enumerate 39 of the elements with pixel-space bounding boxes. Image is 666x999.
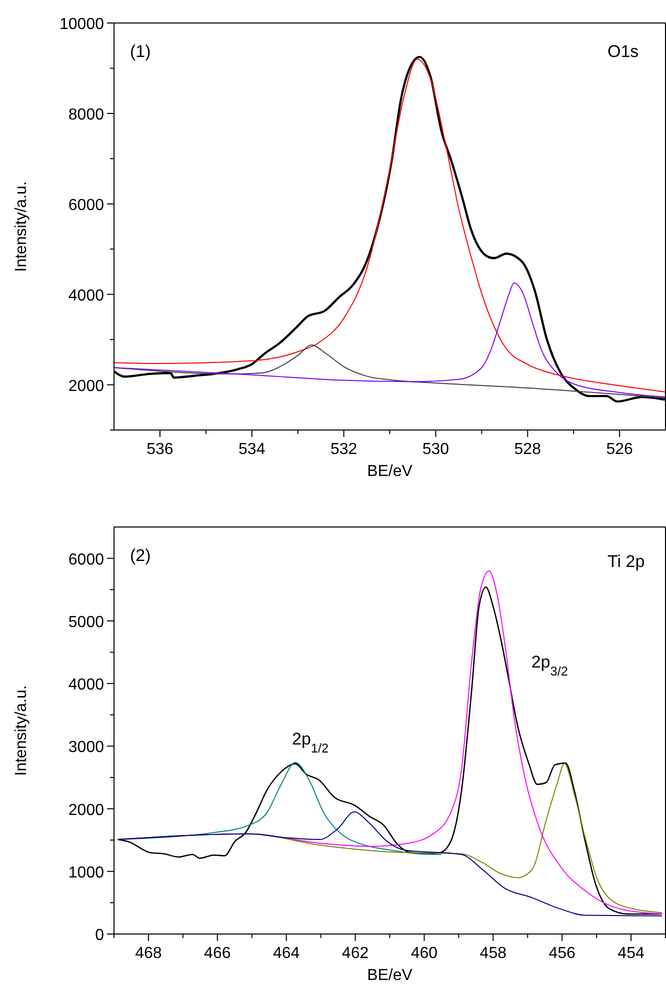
annotation: O1s: [608, 42, 639, 61]
y-tick-label: 5000: [68, 614, 104, 631]
annotation: 2p$_{3/2}$: [531, 652, 568, 678]
y-tick-label: 10000: [60, 16, 104, 33]
x-tick-label: 460: [410, 945, 438, 962]
y-tick-label: 6000: [68, 196, 104, 214]
annotation: (1): [130, 42, 151, 61]
x-tick-label: 466: [204, 945, 231, 962]
y-tick-label: 6000: [68, 551, 104, 568]
x-tick-label: 532: [330, 441, 358, 458]
line-series: [117, 811, 663, 916]
line-series: [114, 344, 666, 398]
annotation: (2): [130, 546, 151, 565]
y-tick-label: 2000: [68, 802, 104, 819]
x-tick-label: 468: [135, 945, 162, 962]
y-axis-title: Intensity/a.u.: [13, 181, 30, 272]
y-tick-label: 3000: [68, 739, 104, 756]
x-tick-label: 526: [606, 441, 633, 458]
x-tick-label: 536: [146, 441, 174, 458]
annotation: 2p$_{1/2}$: [292, 730, 329, 756]
x-tick-label: 458: [480, 945, 507, 962]
y-tick-label: 0: [95, 927, 104, 944]
y-tick-label: 4000: [68, 676, 104, 694]
x-axis-title: BE/eV: [367, 967, 413, 984]
x-tick-label: 462: [342, 945, 369, 962]
x-tick-label: 464: [272, 945, 300, 962]
y-tick-label: 2000: [68, 378, 104, 395]
x-tick-label: 454: [618, 945, 644, 962]
y-tick-label: 1000: [68, 864, 104, 882]
y-tick-label: 4000: [68, 287, 104, 304]
x-tick-label: 456: [548, 945, 576, 962]
line-series: [114, 282, 666, 398]
y-tick-label: 8000: [68, 106, 104, 124]
x-tick-label: 534: [238, 441, 266, 458]
annotation: Ti 2p: [608, 552, 645, 571]
x-tick-label: 528: [514, 441, 542, 458]
y-axis-title: Intensity/a.u.: [13, 685, 30, 776]
x-axis-title: BE/eV: [367, 463, 413, 480]
x-tick-label: 530: [422, 441, 450, 458]
